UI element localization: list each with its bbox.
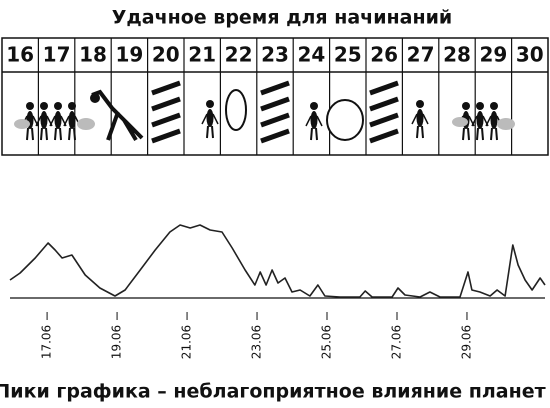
cloud-icon bbox=[77, 118, 95, 130]
x-tick-label: 19.06 bbox=[110, 325, 124, 359]
day-label: 21 bbox=[188, 43, 216, 67]
day-label: 20 bbox=[152, 43, 180, 67]
day-label: 28 bbox=[443, 43, 471, 67]
x-tick-label: 29.06 bbox=[459, 325, 473, 359]
calendar: 16 17 18 19 20 21 22 23 24 25 26 27 28 29 30 bbox=[6, 38, 544, 155]
line-series bbox=[9, 224, 546, 298]
stripes-icon bbox=[370, 83, 398, 141]
x-tick-label: 27.06 bbox=[389, 325, 403, 359]
figure-icon bbox=[49, 101, 67, 141]
figure-icon bbox=[63, 101, 81, 141]
day-label: 23 bbox=[261, 43, 289, 67]
table-frame bbox=[1, 37, 549, 156]
day-label: 17 bbox=[43, 43, 71, 67]
icons bbox=[14, 83, 515, 141]
figure-icon bbox=[90, 93, 100, 103]
day-label: 26 bbox=[370, 43, 398, 67]
figure-icon bbox=[91, 89, 144, 142]
x-tick-label: 23.06 bbox=[250, 325, 264, 359]
stripes-icon bbox=[152, 83, 180, 141]
day-label: 24 bbox=[297, 43, 325, 67]
day-label: 16 bbox=[6, 43, 34, 67]
x-tick-label: 17.06 bbox=[40, 325, 54, 359]
day-label: 19 bbox=[115, 43, 143, 67]
bag-icon bbox=[326, 99, 364, 141]
cloud-icon bbox=[452, 117, 468, 127]
day-label: 25 bbox=[334, 43, 362, 67]
figure-icon bbox=[201, 99, 219, 139]
day-label: 27 bbox=[407, 43, 435, 67]
scroll-icon bbox=[225, 89, 247, 131]
figure-icon bbox=[411, 99, 429, 139]
day-label: 18 bbox=[79, 43, 107, 67]
x-tick-label: 21.06 bbox=[180, 325, 194, 359]
figure-icon bbox=[471, 101, 489, 141]
caption: Пики графика – неблагоприятное влияние п… bbox=[0, 381, 546, 403]
stripes-icon bbox=[261, 83, 289, 141]
day-label: 29 bbox=[479, 43, 507, 67]
x-tick-label: 25.06 bbox=[320, 325, 334, 359]
figure-icon bbox=[305, 101, 323, 141]
title: Удачное время для начинаний bbox=[112, 7, 452, 29]
day-label: 22 bbox=[225, 43, 253, 67]
day-label: 30 bbox=[516, 43, 544, 67]
cloud-icon bbox=[497, 118, 515, 130]
cloud-icon bbox=[14, 119, 30, 129]
